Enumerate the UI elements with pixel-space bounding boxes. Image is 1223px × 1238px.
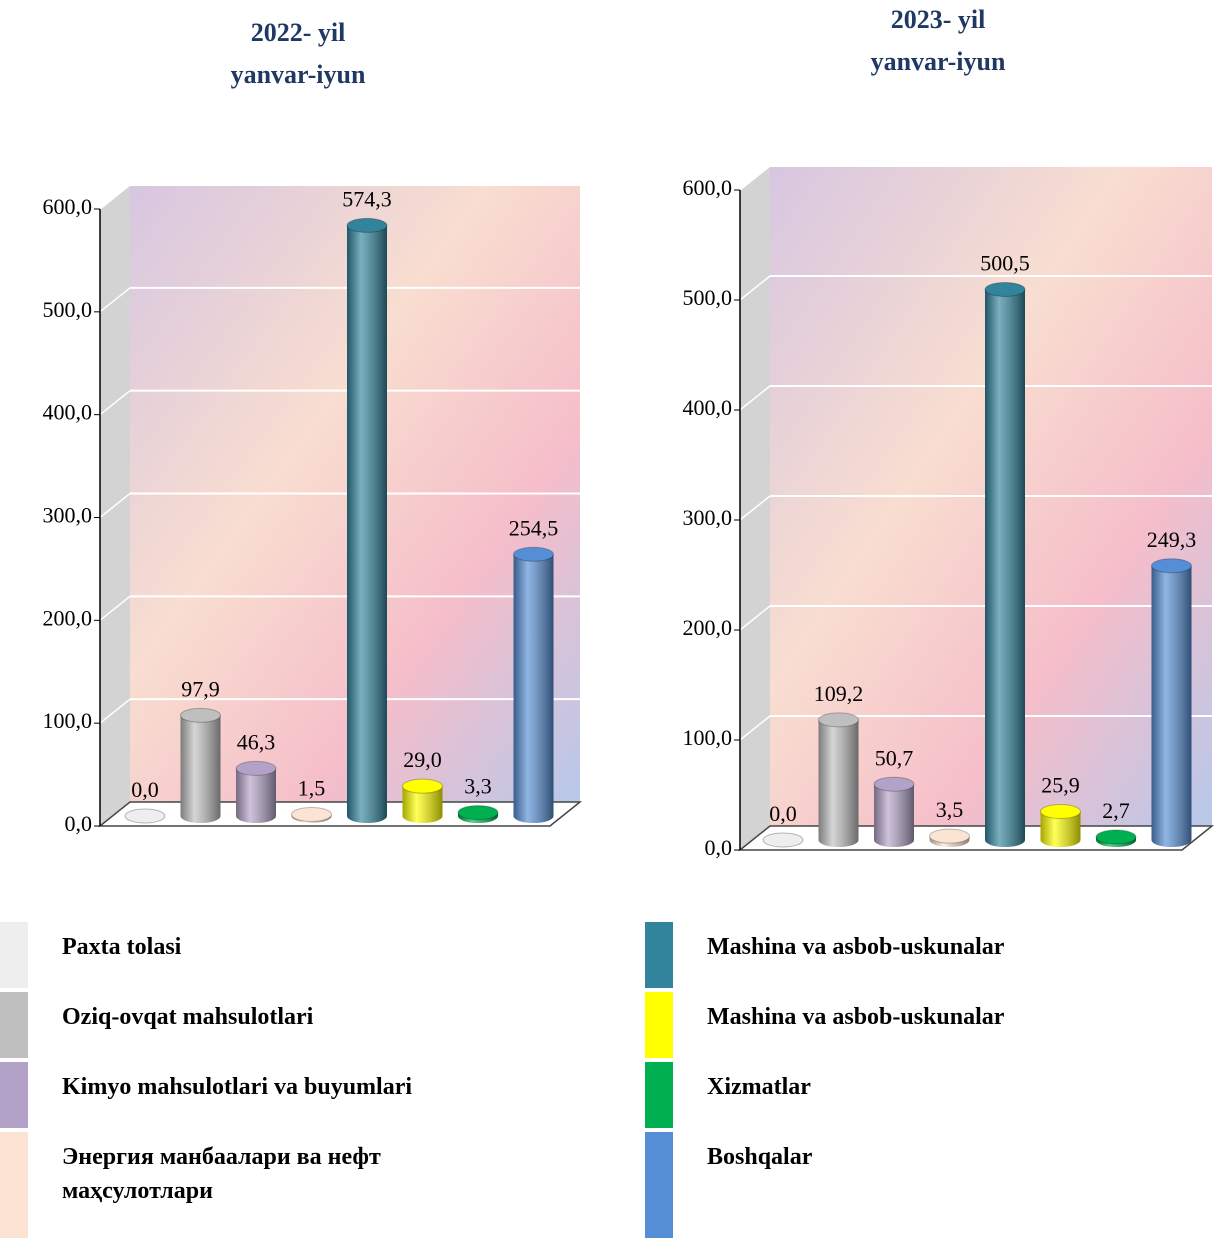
y-tick-label: 300,0 — [43, 503, 93, 528]
bar-top — [514, 547, 554, 561]
bar-shade — [1152, 566, 1192, 840]
bar-top — [1041, 805, 1081, 819]
bar-bottom-shade — [236, 809, 276, 823]
y-tick-label: 400,0 — [683, 395, 733, 420]
value-label: 254,5 — [509, 515, 559, 540]
y-tick-label: 0,0 — [705, 835, 733, 860]
bar-top — [458, 806, 498, 820]
legend-label: Kimyo mahsulotlari va buyumlari — [62, 1070, 502, 1104]
value-label: 3,5 — [936, 797, 964, 822]
bar-bottom-shade — [181, 809, 221, 823]
legend-label: Xizmatlar — [707, 1070, 1147, 1104]
bar-shade — [347, 225, 387, 816]
charts: 2022- yil yanvar-iyun 0,0 100,0 200,0 300,0 40… — [0, 0, 1223, 900]
bar-top — [347, 218, 387, 232]
y-tick-label: 500,0 — [683, 285, 733, 310]
legend-label: Oziq-ovqat mahsulotlari — [62, 1000, 502, 1034]
legend-label: Paxta tolasi — [62, 930, 502, 964]
chart-title: 2022- yil — [251, 18, 346, 47]
bar-shade — [819, 720, 859, 840]
legend-item: Kimyo mahsulotlari va buyumlari — [0, 1062, 502, 1128]
y-tick-label: 400,0 — [43, 400, 93, 425]
legend-swatch — [645, 1132, 673, 1238]
value-label: 97,9 — [181, 676, 220, 701]
legend-swatch — [0, 1062, 28, 1128]
y-tick-label: 500,0 — [43, 297, 93, 322]
legend-swatch — [645, 922, 673, 988]
bar-top — [403, 779, 443, 793]
bar-top — [1096, 830, 1136, 844]
legend-label: Энергия манбаалари ва нефт маҳсулотлари — [62, 1140, 502, 1208]
bar-top — [125, 809, 165, 823]
floor — [740, 826, 1212, 850]
y-tick-label: 0,0 — [65, 811, 93, 836]
bar-shade — [181, 715, 221, 816]
bar-top — [236, 761, 276, 775]
bar-top — [930, 829, 970, 843]
value-label: 249,3 — [1147, 527, 1197, 552]
value-label: 25,9 — [1041, 773, 1080, 798]
legend-swatch — [0, 992, 28, 1058]
y-tick-label: 200,0 — [683, 615, 733, 640]
value-label: 2,7 — [1102, 798, 1130, 823]
bar-bottom-shade — [1152, 833, 1192, 847]
bar-top — [819, 713, 859, 727]
legend-item: Mashina va asbob-uskunalar — [645, 922, 1147, 988]
y-tick-label: 300,0 — [683, 505, 733, 530]
chart-subtitle: yanvar-iyun — [231, 60, 366, 89]
chart-subtitle: yanvar-iyun — [871, 47, 1006, 76]
legend-label: Mashina va asbob-uskunalar — [707, 930, 1147, 964]
value-label: 1,5 — [298, 776, 326, 801]
legend-item: Mashina va asbob-uskunalar — [645, 992, 1147, 1058]
legend-item: Boshqalar — [645, 1132, 1147, 1238]
bar-top — [1152, 559, 1192, 573]
legend-label: Mashina va asbob-uskunalar — [707, 1000, 1147, 1034]
y-tick-label: 600,0 — [43, 194, 93, 219]
bar-shade — [985, 289, 1025, 840]
y-tick-label: 100,0 — [43, 708, 93, 733]
floor — [100, 802, 580, 826]
legend-item: Энергия манбаалари ва нефт маҳсулотлари — [0, 1132, 502, 1238]
bar-bottom-shade — [403, 809, 443, 823]
bar-bottom-shade — [874, 833, 914, 847]
y-tick-label: 200,0 — [43, 605, 93, 630]
legend-item: Paxta tolasi — [0, 922, 502, 988]
page: 2022- yil yanvar-iyun 0,0 100,0 200,0 300,0 40… — [0, 0, 1223, 1238]
value-label: 500,5 — [980, 250, 1030, 275]
legend-swatch — [645, 1062, 673, 1128]
bar-top — [985, 282, 1025, 296]
y-tick-label: 600,0 — [683, 175, 733, 200]
chart-title: 2023- yil — [891, 5, 986, 34]
legend-item: Oziq-ovqat mahsulotlari — [0, 992, 502, 1058]
bar-shade — [874, 784, 914, 840]
bar-top — [763, 833, 803, 847]
legend-swatch — [0, 922, 28, 988]
value-label: 0,0 — [769, 801, 797, 826]
value-label: 0,0 — [131, 777, 159, 802]
legend-label: Boshqalar — [707, 1140, 1147, 1174]
bar-bottom-shade — [514, 809, 554, 823]
bar-shade — [514, 554, 554, 816]
value-label: 29,0 — [403, 747, 442, 772]
value-label: 3,3 — [464, 774, 492, 799]
bar-bottom-shade — [819, 833, 859, 847]
bar-bottom-shade — [347, 809, 387, 823]
value-label: 50,7 — [875, 745, 914, 770]
value-label: 46,3 — [237, 729, 276, 754]
bar-bottom-shade — [985, 833, 1025, 847]
legend-swatch — [0, 1132, 28, 1238]
y-tick-label: 100,0 — [683, 725, 733, 750]
value-label: 574,3 — [342, 186, 392, 211]
bar-top — [292, 807, 332, 821]
bar-top — [181, 708, 221, 722]
legend-item: Xizmatlar — [645, 1062, 1147, 1128]
value-label: 109,2 — [814, 681, 864, 706]
bar-bottom-shade — [1041, 833, 1081, 847]
bar-top — [874, 777, 914, 791]
legend-swatch — [645, 992, 673, 1058]
